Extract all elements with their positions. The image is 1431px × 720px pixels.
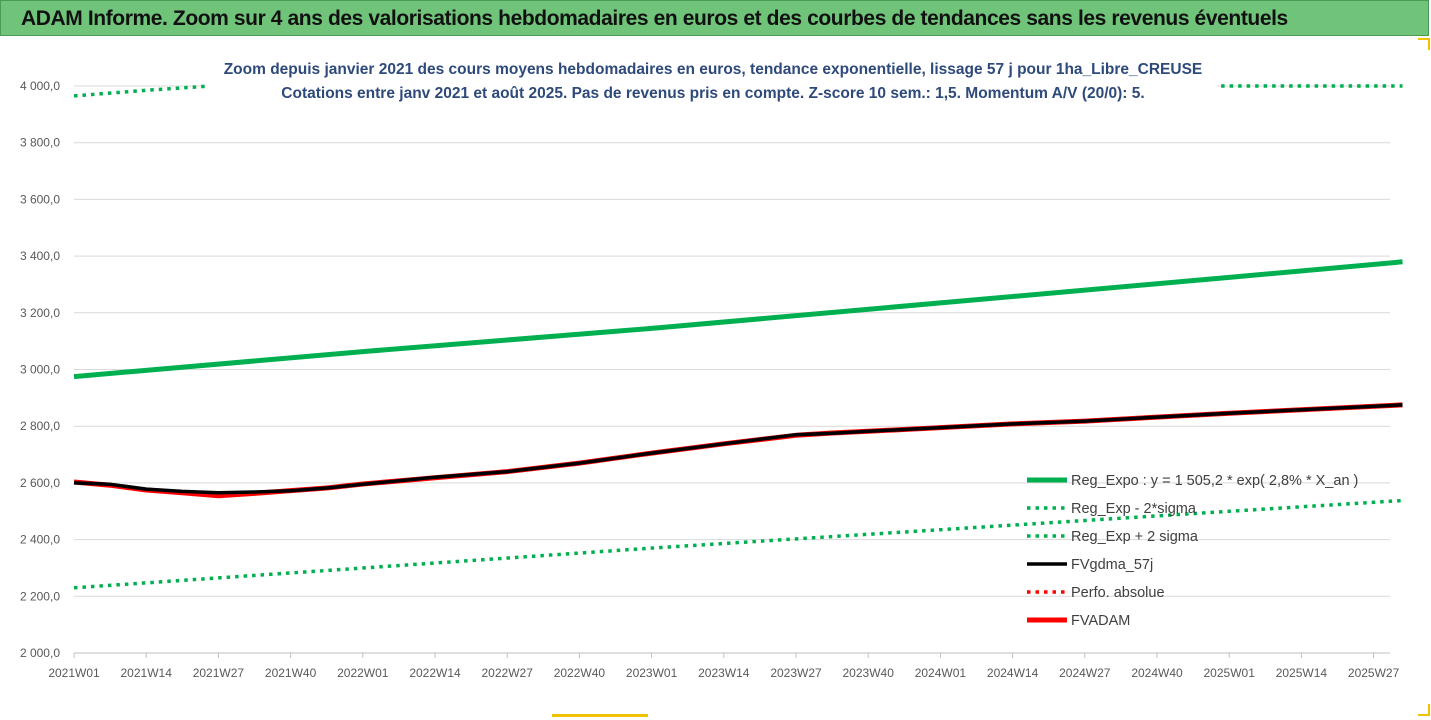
x-axis-ticks: 2021W01 2021W14 2021W27 2021W40 2022W01 2022W… xyxy=(48,653,1400,680)
y-axis-ticks: 2 000,0 2 200,0 2 400,0 2 600,0 2 800,0 3 000… xyxy=(20,79,60,660)
y-tick-label: 3 400,0 xyxy=(20,249,60,263)
frame-corner-decoration xyxy=(552,714,648,717)
x-tick-label: 2024W40 xyxy=(1131,666,1183,680)
series-line-1 xyxy=(73,498,1403,590)
x-tick-label: 2022W14 xyxy=(409,666,461,680)
title-backdrop xyxy=(205,54,1217,108)
line-chart: 2 000,0 2 200,0 2 400,0 2 600,0 2 800,0 3 000… xyxy=(20,54,1403,680)
series-lines xyxy=(73,84,1403,590)
legend-label: Reg_Expo : y = 1 505,2 * exp( 2,8% * X_a… xyxy=(1071,473,1358,489)
x-tick-label: 2021W40 xyxy=(265,666,317,680)
y-tick-label: 2 000,0 xyxy=(20,646,60,660)
x-tick-label: 2023W27 xyxy=(770,666,822,680)
y-tick-label: 3 200,0 xyxy=(20,306,60,320)
y-tick-label: 2 400,0 xyxy=(20,533,60,547)
x-tick-label: 2025W01 xyxy=(1204,666,1256,680)
frame-corner-decoration xyxy=(1418,38,1430,50)
y-tick-label: 3 800,0 xyxy=(20,136,60,150)
x-tick-label: 2022W27 xyxy=(482,666,534,680)
frame-corner-decoration xyxy=(1418,704,1430,716)
x-tick-label: 2022W01 xyxy=(337,666,389,680)
legend-label: Reg_Exp + 2 sigma xyxy=(1071,529,1199,545)
chart-subtitle: Cotations entre janv 2021 et août 2025. … xyxy=(281,85,1144,102)
x-tick-label: 2025W14 xyxy=(1276,666,1328,680)
gridlines xyxy=(74,85,1390,654)
legend-label: Reg_Exp - 2*sigma xyxy=(1071,501,1197,517)
x-tick-label: 2023W14 xyxy=(698,666,750,680)
x-tick-label: 2021W01 xyxy=(48,666,100,680)
legend-label: FVADAM xyxy=(1071,613,1130,629)
y-tick-label: 2 200,0 xyxy=(20,589,60,603)
legend-label: FVgdma_57j xyxy=(1071,557,1153,573)
legend-label: Perfo. absolue xyxy=(1071,585,1165,601)
x-tick-label: 2024W14 xyxy=(987,666,1039,680)
series-line-0 xyxy=(73,259,1403,380)
y-tick-label: 3 000,0 xyxy=(20,363,60,377)
x-tick-label: 2023W01 xyxy=(626,666,678,680)
y-tick-label: 4 000,0 xyxy=(20,79,60,93)
x-tick-label: 2024W27 xyxy=(1059,666,1111,680)
y-tick-label: 3 600,0 xyxy=(20,192,60,206)
x-tick-label: 2025W27 xyxy=(1348,666,1400,680)
x-tick-label: 2024W01 xyxy=(915,666,967,680)
report-title: ADAM Informe. Zoom sur 4 ans des valoris… xyxy=(21,7,1288,30)
legend: Reg_Expo : y = 1 505,2 * exp( 2,8% * X_a… xyxy=(1027,473,1358,629)
report-banner: ADAM Informe. Zoom sur 4 ans des valoris… xyxy=(0,0,1429,36)
chart-title: Zoom depuis janvier 2021 des cours moyen… xyxy=(224,61,1203,78)
x-tick-label: 2023W40 xyxy=(843,666,895,680)
series-line-3 xyxy=(73,403,1403,495)
x-tick-label: 2021W27 xyxy=(193,666,245,680)
y-tick-label: 2 600,0 xyxy=(20,476,60,490)
y-tick-label: 2 800,0 xyxy=(20,419,60,433)
x-tick-label: 2022W40 xyxy=(554,666,606,680)
x-tick-label: 2021W14 xyxy=(121,666,173,680)
